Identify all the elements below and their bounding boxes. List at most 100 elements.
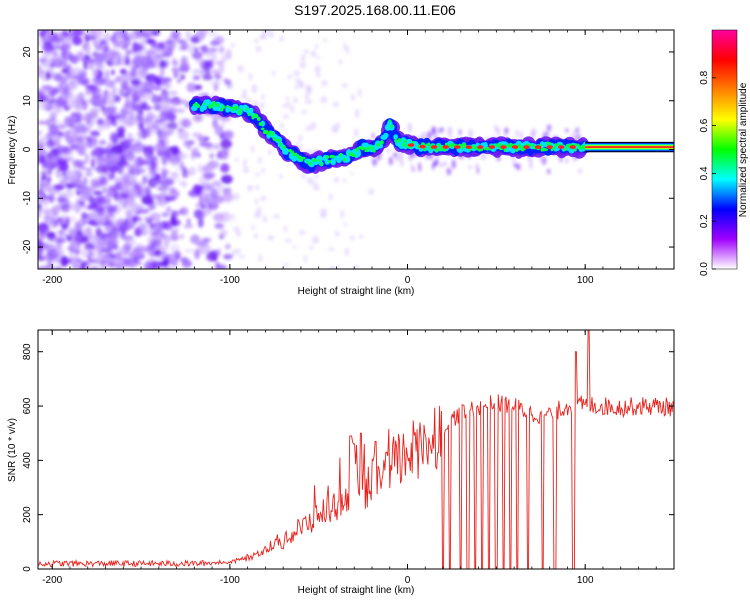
ridge-blob bbox=[247, 112, 251, 117]
noise-blob bbox=[209, 152, 214, 159]
noise-blob bbox=[76, 50, 85, 58]
noise-blob bbox=[110, 213, 116, 221]
noise-blob bbox=[125, 118, 135, 127]
noise-blob bbox=[165, 39, 173, 45]
noise-blob bbox=[497, 126, 501, 137]
noise-blob bbox=[300, 110, 308, 114]
noise-blob bbox=[191, 51, 203, 60]
noise-blob bbox=[157, 245, 169, 251]
colorbar: 0.0 0.2 0.4 0.6 0.8 Normalized spectral ampl… bbox=[699, 29, 749, 276]
noise-blob bbox=[334, 230, 340, 237]
noise-blob bbox=[170, 228, 178, 240]
noise-blob bbox=[169, 189, 180, 199]
noise-blob bbox=[320, 208, 327, 216]
noise-blob bbox=[170, 30, 181, 40]
noise-blob bbox=[121, 30, 127, 39]
noise-blob bbox=[410, 163, 414, 172]
ridge-hotspot bbox=[407, 143, 415, 147]
noise-blob bbox=[303, 254, 308, 263]
noise-blob bbox=[268, 30, 274, 39]
noise-blob bbox=[254, 38, 259, 44]
snr-series-line bbox=[38, 330, 674, 569]
noise-blob bbox=[90, 157, 96, 169]
noise-blob bbox=[107, 100, 117, 106]
noise-blob bbox=[105, 187, 113, 198]
spectrogram-plot-area bbox=[38, 30, 674, 269]
noise-blob bbox=[267, 235, 275, 241]
noise-blob bbox=[95, 159, 107, 168]
noise-blob bbox=[38, 90, 44, 101]
noise-blob bbox=[97, 206, 105, 217]
noise-blob bbox=[213, 195, 225, 204]
noise-blob bbox=[80, 236, 90, 244]
noise-blob bbox=[214, 222, 225, 230]
noise-blob bbox=[63, 118, 69, 128]
noise-blob bbox=[204, 69, 211, 76]
ridge-blob bbox=[394, 138, 398, 143]
noise-blob bbox=[180, 257, 189, 263]
ridge-blob bbox=[423, 147, 427, 152]
noise-blob bbox=[400, 157, 404, 167]
noise-blob bbox=[102, 237, 111, 247]
noise-blob bbox=[111, 85, 118, 97]
ridge-blob bbox=[530, 143, 535, 147]
noise-blob bbox=[156, 261, 161, 268]
noise-blob bbox=[137, 131, 143, 138]
noise-blob bbox=[519, 131, 523, 140]
noise-blob bbox=[127, 32, 135, 37]
colorbar-gradient bbox=[711, 29, 738, 270]
noise-blob bbox=[573, 129, 576, 139]
noise-blob bbox=[38, 266, 48, 269]
noise-blob bbox=[138, 67, 148, 77]
noise-blob bbox=[201, 44, 208, 53]
noise-blob bbox=[468, 165, 472, 170]
noise-blob bbox=[146, 193, 156, 202]
noise-blob bbox=[293, 70, 301, 77]
spectrogram-x-tick-label: 100 bbox=[577, 275, 594, 286]
noise-blob bbox=[46, 30, 53, 37]
noise-blob bbox=[98, 139, 107, 146]
ridge-blob bbox=[364, 149, 369, 153]
ridge-blob bbox=[354, 148, 359, 152]
noise-blob bbox=[61, 223, 68, 231]
noise-blob bbox=[84, 33, 91, 43]
noise-blob bbox=[148, 152, 155, 164]
snr-y-label: SNR (10 * v/v) bbox=[7, 418, 18, 482]
noise-blob bbox=[343, 222, 348, 226]
noise-blob bbox=[116, 163, 124, 175]
noise-blob bbox=[106, 206, 118, 213]
colorbar-tick-label: 0.2 bbox=[699, 214, 710, 228]
noise-blob bbox=[197, 217, 204, 228]
noise-blob bbox=[342, 82, 348, 89]
noise-blob bbox=[111, 231, 117, 241]
noise-blob bbox=[99, 39, 107, 45]
noise-blob bbox=[152, 194, 162, 200]
snr-y-tick-label: 600 bbox=[22, 397, 33, 414]
noise-blob bbox=[220, 211, 231, 223]
noise-blob bbox=[282, 263, 290, 267]
noise-blob bbox=[300, 54, 306, 62]
noise-blob bbox=[211, 68, 220, 76]
noise-blob bbox=[61, 255, 68, 266]
noise-blob bbox=[136, 191, 144, 199]
noise-blob bbox=[38, 249, 43, 257]
steady-band-layer bbox=[585, 146, 674, 148]
noise-blob bbox=[439, 127, 444, 133]
noise-blob bbox=[50, 91, 55, 99]
noise-blob bbox=[299, 61, 307, 69]
noise-blob bbox=[139, 208, 150, 214]
noise-blob bbox=[399, 150, 404, 159]
noise-blob bbox=[109, 153, 121, 162]
snr-frame bbox=[37, 329, 675, 570]
noise-blob bbox=[97, 118, 104, 126]
noise-blob bbox=[82, 112, 92, 123]
noise-blob bbox=[111, 144, 123, 156]
noise-blob bbox=[95, 216, 107, 224]
noise-blob bbox=[45, 159, 54, 171]
noise-blob bbox=[333, 128, 339, 132]
noise-blob bbox=[186, 144, 192, 150]
noise-blob bbox=[344, 247, 350, 256]
snr-y-tick-label: 800 bbox=[22, 343, 33, 360]
ridge-blob bbox=[403, 139, 408, 144]
noise-blob bbox=[135, 112, 144, 121]
